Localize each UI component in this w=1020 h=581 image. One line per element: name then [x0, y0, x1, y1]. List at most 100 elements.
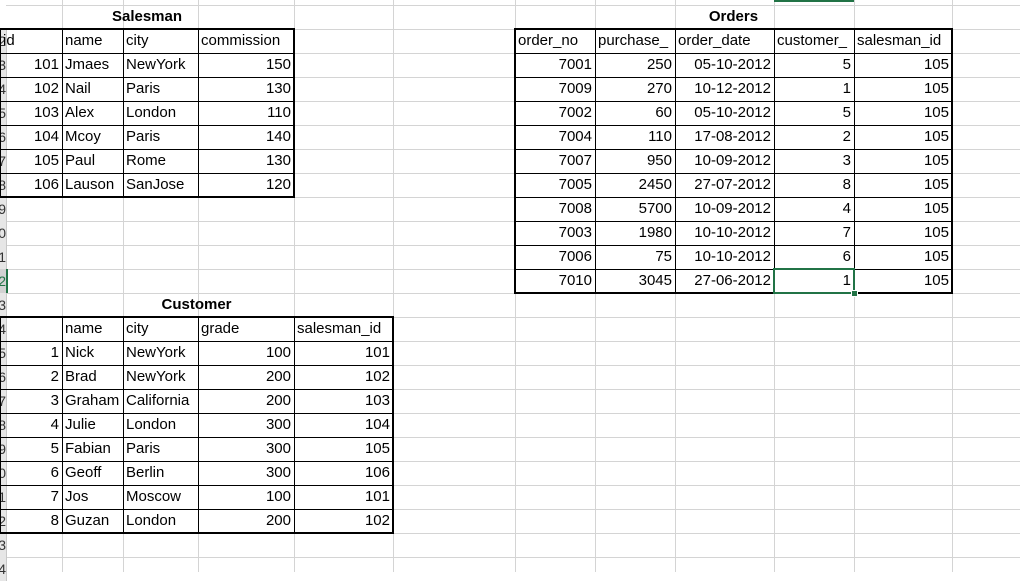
orders-cell[interactable]: 7006 [558, 248, 592, 265]
salesman-cell[interactable]: 120 [265, 176, 291, 193]
customer-cell[interactable]: 101 [364, 344, 390, 361]
customer-cell[interactable]: 103 [364, 392, 390, 409]
salesman-cell[interactable]: Lauson [65, 176, 115, 193]
row-header[interactable]: 3 [0, 53, 7, 77]
row-header[interactable]: 13 [0, 293, 7, 317]
row-header[interactable]: 7 [0, 149, 7, 173]
customer-cell[interactable]: 6 [50, 464, 59, 481]
row-header[interactable]: 10 [0, 221, 7, 245]
orders-cell[interactable]: 7004 [558, 128, 592, 145]
salesman-cell[interactable]: Nail [65, 80, 91, 97]
customer-cell[interactable]: 4 [50, 416, 59, 433]
orders-cell[interactable]: 110 [648, 128, 672, 145]
orders-cell[interactable]: 5700 [638, 200, 672, 217]
row-header[interactable]: 19 [0, 437, 7, 461]
customer-cell[interactable]: 104 [364, 416, 390, 433]
customer-cell[interactable]: 2 [50, 368, 59, 385]
salesman-cell[interactable]: London [126, 104, 177, 121]
customer-cell[interactable]: 105 [364, 440, 390, 457]
salesman-cell[interactable]: 101 [33, 56, 59, 73]
customer-cell[interactable]: 102 [364, 512, 390, 529]
row-header[interactable]: 4 [0, 77, 7, 101]
orders-cell[interactable]: 7003 [558, 224, 592, 241]
orders-column-header[interactable]: salesman_id [857, 32, 942, 49]
orders-cell[interactable]: 105 [923, 200, 949, 217]
orders-cell[interactable]: 7005 [558, 176, 592, 193]
orders-cell[interactable]: 3045 [638, 272, 672, 289]
customer-cell[interactable]: 8 [50, 512, 59, 529]
customer-cell[interactable]: Fabian [65, 440, 111, 457]
row-header[interactable]: 11 [0, 245, 7, 269]
customer-cell[interactable]: Jos [65, 488, 89, 505]
row-header[interactable]: 12 [0, 269, 8, 293]
salesman-cell[interactable]: 104 [33, 128, 59, 145]
orders-cell[interactable]: 7002 [558, 104, 592, 121]
orders-cell[interactable]: 950 [646, 152, 672, 169]
row-header[interactable]: 15 [0, 341, 7, 365]
customer-cell[interactable]: California [126, 392, 190, 409]
customer-cell[interactable]: Graham [65, 392, 120, 409]
row-header[interactable]: 8 [0, 173, 7, 197]
customer-cell[interactable]: Julie [65, 416, 96, 433]
orders-cell[interactable]: 105 [923, 224, 949, 241]
orders-cell[interactable]: 27-06-2012 [694, 272, 771, 289]
orders-cell[interactable]: 105 [923, 56, 949, 73]
customer-cell[interactable]: 200 [265, 368, 291, 385]
customer-cell[interactable]: Moscow [126, 488, 182, 505]
orders-cell[interactable]: 10-12-2012 [694, 80, 771, 97]
salesman-cell[interactable]: Jmaes [65, 56, 110, 73]
salesman-cell[interactable]: 130 [265, 80, 291, 97]
salesman-cell[interactable]: 150 [265, 56, 291, 73]
orders-cell[interactable]: 105 [923, 104, 949, 121]
customer-cell[interactable]: 5 [50, 440, 59, 457]
orders-cell[interactable]: 6 [842, 248, 851, 265]
orders-cell[interactable]: 2450 [638, 176, 672, 193]
customer-cell[interactable]: 200 [265, 392, 291, 409]
customer-cell[interactable]: 100 [265, 344, 291, 361]
salesman-column-header[interactable]: name [65, 32, 103, 49]
customer-column-header[interactable]: city [126, 320, 149, 337]
customer-cell[interactable]: 300 [265, 440, 291, 457]
orders-cell[interactable]: 10-09-2012 [694, 152, 771, 169]
customer-column-header[interactable]: salesman_id [297, 320, 382, 337]
row-header[interactable]: 6 [0, 125, 7, 149]
salesman-cell[interactable]: 102 [33, 80, 59, 97]
customer-column-header[interactable] [0, 317, 62, 341]
orders-cell[interactable]: 105 [923, 152, 949, 169]
customer-cell[interactable]: Nick [65, 344, 95, 361]
salesman-cell[interactable]: 106 [33, 176, 59, 193]
fill-handle[interactable] [851, 290, 858, 297]
customer-cell[interactable]: 300 [265, 464, 291, 481]
orders-cell[interactable]: 5 [842, 56, 851, 73]
orders-cell[interactable]: 7 [842, 224, 851, 241]
customer-cell[interactable]: 1 [50, 344, 59, 361]
customer-cell[interactable]: 100 [265, 488, 291, 505]
row-header[interactable]: 16 [0, 365, 7, 389]
orders-cell[interactable]: 8 [842, 176, 851, 193]
orders-column-header[interactable]: customer_ [777, 32, 848, 49]
orders-cell[interactable]: 05-10-2012 [694, 104, 771, 121]
salesman-cell[interactable]: Mcoy [65, 128, 101, 145]
orders-cell[interactable]: 105 [923, 248, 949, 265]
salesman-column-header[interactable]: commission [201, 32, 281, 49]
row-header[interactable]: 14 [0, 317, 7, 341]
customer-cell[interactable]: Brad [65, 368, 97, 385]
customer-cell[interactable]: 200 [265, 512, 291, 529]
salesman-cell[interactable]: NewYork [126, 56, 186, 73]
orders-column-header[interactable]: order_date [678, 32, 751, 49]
orders-cell[interactable]: 17-08-2012 [694, 128, 771, 145]
orders-cell[interactable]: 75 [655, 248, 672, 265]
orders-cell[interactable]: 105 [923, 80, 949, 97]
customer-cell[interactable]: Geoff [65, 464, 102, 481]
customer-table-title[interactable]: Customer [161, 296, 232, 313]
orders-cell[interactable]: 7001 [558, 56, 592, 73]
orders-cell[interactable]: 1 [842, 80, 851, 97]
orders-cell[interactable]: 10-10-2012 [694, 248, 771, 265]
orders-cell[interactable]: 250 [646, 56, 672, 73]
salesman-cell[interactable]: Alex [65, 104, 95, 121]
orders-column-header[interactable]: order_no [518, 32, 579, 49]
orders-cell[interactable]: 10-10-2012 [694, 224, 771, 241]
customer-cell[interactable]: 300 [265, 416, 291, 433]
salesman-column-header[interactable]: city [126, 32, 149, 49]
orders-cell[interactable]: 4 [842, 200, 851, 217]
